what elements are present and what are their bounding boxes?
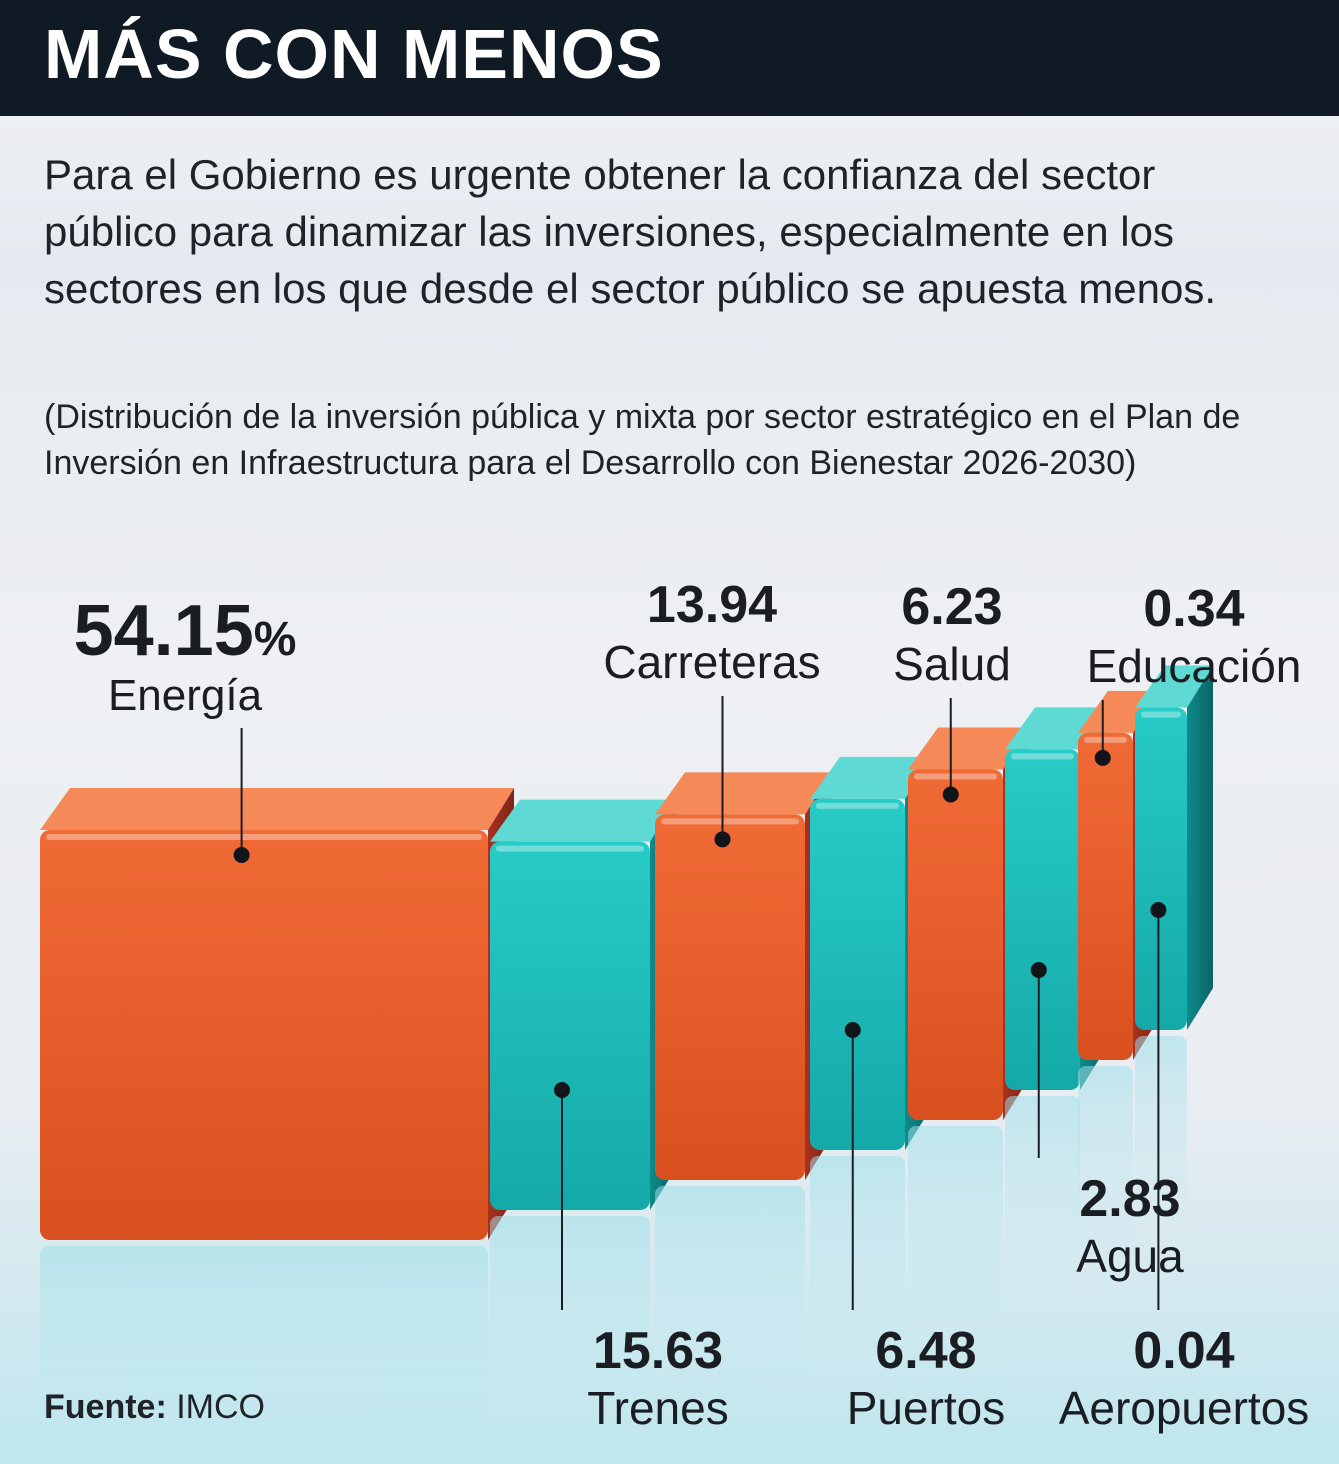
category-label-puertos: Puertos [847, 1382, 1006, 1434]
value-label-educacion: 0.34 [1143, 580, 1244, 638]
bar-educacion [1078, 732, 1133, 1060]
bar-top-carreteras [655, 772, 831, 815]
bar-highlight-aeropuertos [1141, 711, 1181, 718]
bar-reflection-educacion [1078, 1066, 1133, 1256]
category-label-salud: Salud [893, 638, 1011, 690]
bar-reflection-trenes [490, 1216, 650, 1406]
bar-highlight-energia [46, 834, 482, 840]
bar-carreteras [655, 814, 805, 1180]
bar-energia [40, 830, 488, 1240]
value-label-trenes: 15.63 [593, 1322, 723, 1380]
lede-paragraph: Para el Gobierno es urgente obtener la c… [44, 151, 1217, 312]
leader-dot-educacion [1094, 749, 1111, 766]
bar-highlight-salud [914, 773, 997, 780]
bar-highlight-trenes [496, 845, 644, 852]
bar-top-puertos [810, 756, 931, 799]
page-title: MÁS CON MENOS [44, 15, 664, 93]
bar-highlight-agua [1011, 753, 1074, 760]
category-label-educacion: Educación [1087, 640, 1302, 692]
bar-trenes [490, 841, 650, 1210]
source-value: IMCO [176, 1388, 266, 1426]
percent-sign: % [254, 613, 297, 666]
leader-dot-agua [1030, 962, 1047, 978]
bar-highlight-carreteras [661, 818, 799, 825]
bar-aeropuertos [1135, 707, 1187, 1030]
value-label-energia: 54.15% [74, 591, 297, 671]
bar-top-energia [40, 788, 514, 830]
bar-reflection-aeropuertos [1135, 1036, 1187, 1226]
bar-reflection-energia [40, 1246, 488, 1436]
value-label-aeropuertos: 0.04 [1133, 1322, 1234, 1380]
bar-reflection-agua [1005, 1096, 1080, 1286]
value-label-salud: 6.23 [901, 578, 1002, 636]
bar-highlight-puertos [816, 802, 899, 809]
bar-top-trenes [490, 799, 676, 842]
category-label-energia: Energía [108, 671, 263, 720]
bar-agua [1005, 749, 1080, 1090]
leader-dot-carreteras [714, 831, 731, 848]
bar-reflection-salud [908, 1126, 1003, 1316]
leader-dot-salud [942, 786, 959, 803]
source-note: Fuente: IMCO [44, 1388, 265, 1427]
leader-dot-puertos [844, 1022, 861, 1038]
value-label-agua: 2.83 [1079, 1170, 1180, 1228]
source-label: Fuente: [44, 1388, 167, 1426]
bar-side-aeropuertos [1187, 665, 1213, 1030]
bar-puertos [810, 798, 905, 1150]
leader-dot-energia [233, 847, 250, 863]
category-label-agua: Agua [1076, 1230, 1184, 1282]
category-label-aeropuertos: Aeropuertos [1059, 1382, 1310, 1434]
bar-reflection-puertos [810, 1156, 905, 1346]
title-bar: MÁS CON MENOS [0, 0, 1339, 116]
value-label-carreteras: 13.94 [647, 576, 777, 634]
bar-salud [908, 769, 1003, 1120]
bar-top-salud [908, 727, 1029, 770]
bar-reflection-carreteras [655, 1186, 805, 1376]
category-label-carreteras: Carreteras [603, 636, 820, 688]
leader-dot-trenes [554, 1082, 570, 1098]
leader-dot-aeropuertos [1150, 902, 1167, 918]
bar-top-aeropuertos [1135, 665, 1213, 708]
chart-subtitle: (Distribución de la inversión pública y … [44, 398, 1241, 482]
category-label-trenes: Trenes [587, 1382, 728, 1434]
bar-highlight-educacion [1084, 736, 1127, 743]
value-label-puertos: 6.48 [875, 1322, 976, 1380]
